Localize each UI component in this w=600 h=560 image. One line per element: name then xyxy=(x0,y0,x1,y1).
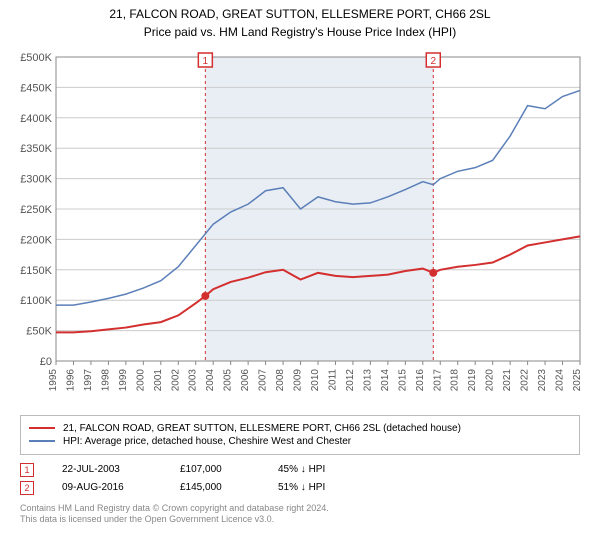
svg-text:2005: 2005 xyxy=(223,368,234,391)
svg-text:2016: 2016 xyxy=(415,368,426,391)
sale-row: 1 22-JUL-2003 £107,000 45% ↓ HPI xyxy=(20,461,580,479)
svg-text:2015: 2015 xyxy=(397,368,408,391)
sale-price: £145,000 xyxy=(180,482,250,493)
svg-text:2002: 2002 xyxy=(170,368,181,391)
svg-text:1995: 1995 xyxy=(48,368,59,391)
sales-list: 1 22-JUL-2003 £107,000 45% ↓ HPI 2 09-AU… xyxy=(20,461,580,497)
svg-text:2007: 2007 xyxy=(258,368,269,391)
svg-text:2009: 2009 xyxy=(293,368,304,391)
svg-text:£50K: £50K xyxy=(26,325,52,337)
sale-marker-icon: 2 xyxy=(20,481,34,495)
sale-price: £107,000 xyxy=(180,464,250,475)
attribution: Contains HM Land Registry data © Crown c… xyxy=(20,503,580,526)
legend-label: HPI: Average price, detached house, Ches… xyxy=(63,436,351,447)
svg-text:2010: 2010 xyxy=(310,368,321,391)
svg-text:2008: 2008 xyxy=(275,368,286,391)
svg-text:2021: 2021 xyxy=(502,368,513,391)
page-title: 21, FALCON ROAD, GREAT SUTTON, ELLESMERE… xyxy=(0,0,600,25)
svg-text:2022: 2022 xyxy=(520,368,531,391)
sale-marker-icon: 1 xyxy=(20,463,34,477)
svg-text:£450K: £450K xyxy=(20,82,52,94)
page-subtitle: Price paid vs. HM Land Registry's House … xyxy=(0,25,600,47)
legend: 21, FALCON ROAD, GREAT SUTTON, ELLESMERE… xyxy=(20,415,580,455)
svg-text:1997: 1997 xyxy=(83,368,94,391)
svg-text:£300K: £300K xyxy=(20,173,52,185)
svg-text:1999: 1999 xyxy=(118,368,129,391)
svg-text:2000: 2000 xyxy=(135,368,146,391)
svg-text:1996: 1996 xyxy=(65,368,76,391)
svg-text:£0: £0 xyxy=(40,356,52,368)
sale-delta: 51% ↓ HPI xyxy=(278,482,368,493)
svg-text:2014: 2014 xyxy=(380,368,391,391)
svg-text:2024: 2024 xyxy=(555,368,566,391)
svg-text:2018: 2018 xyxy=(450,368,461,391)
attribution-line: This data is licensed under the Open Gov… xyxy=(20,514,580,526)
svg-text:2011: 2011 xyxy=(327,368,338,390)
svg-text:1: 1 xyxy=(203,56,209,67)
svg-text:2013: 2013 xyxy=(362,368,373,391)
svg-text:1998: 1998 xyxy=(100,368,111,391)
svg-text:2: 2 xyxy=(430,56,436,67)
svg-text:2023: 2023 xyxy=(537,368,548,391)
svg-text:2001: 2001 xyxy=(153,368,164,391)
svg-text:2003: 2003 xyxy=(188,368,199,391)
legend-label: 21, FALCON ROAD, GREAT SUTTON, ELLESMERE… xyxy=(63,423,461,434)
svg-text:£150K: £150K xyxy=(20,265,52,277)
svg-text:£350K: £350K xyxy=(20,143,52,155)
sale-row: 2 09-AUG-2016 £145,000 51% ↓ HPI xyxy=(20,479,580,497)
svg-text:£250K: £250K xyxy=(20,204,52,216)
sale-date: 22-JUL-2003 xyxy=(62,464,152,475)
legend-item: 21, FALCON ROAD, GREAT SUTTON, ELLESMERE… xyxy=(29,422,571,435)
svg-text:£500K: £500K xyxy=(20,52,52,64)
svg-text:£200K: £200K xyxy=(20,234,52,246)
sale-delta: 45% ↓ HPI xyxy=(278,464,368,475)
svg-text:2025: 2025 xyxy=(572,368,583,391)
svg-text:£400K: £400K xyxy=(20,113,52,125)
svg-text:2006: 2006 xyxy=(240,368,251,391)
svg-text:2017: 2017 xyxy=(432,368,443,391)
svg-text:2019: 2019 xyxy=(467,368,478,391)
legend-swatch xyxy=(29,427,55,429)
svg-text:2004: 2004 xyxy=(205,368,216,391)
legend-item: HPI: Average price, detached house, Ches… xyxy=(29,435,571,448)
svg-text:2012: 2012 xyxy=(345,368,356,391)
legend-swatch xyxy=(29,440,55,442)
sale-date: 09-AUG-2016 xyxy=(62,482,152,493)
attribution-line: Contains HM Land Registry data © Crown c… xyxy=(20,503,580,515)
svg-text:2020: 2020 xyxy=(485,368,496,391)
price-chart: £0 £50K £100K £150K £200K £250K £300K £350K £400… xyxy=(10,47,590,407)
svg-text:£100K: £100K xyxy=(20,295,52,307)
